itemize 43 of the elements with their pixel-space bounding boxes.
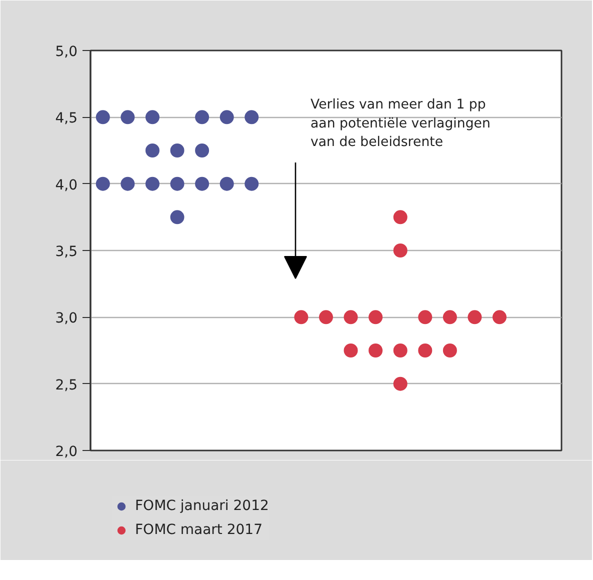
y-tick-label: 2,5	[55, 377, 78, 394]
point	[442, 310, 457, 324]
y-tick-label: 4,5	[55, 110, 78, 127]
y-tick-label: 4,0	[55, 177, 78, 194]
point	[145, 176, 160, 191]
point	[344, 310, 358, 324]
point	[393, 376, 408, 391]
point	[96, 176, 110, 191]
point	[294, 310, 308, 324]
y-tick-label: 3,0	[55, 310, 78, 327]
point	[468, 310, 482, 324]
point	[418, 310, 432, 324]
point	[145, 144, 160, 158]
y-tick-label: 2,0	[55, 444, 78, 460]
point	[344, 344, 358, 358]
point	[319, 310, 333, 324]
point	[145, 110, 160, 124]
annotation: Verlies van meer dan 1 pp aan potentiële verlagingen van de beleidsrente	[310, 98, 490, 150]
point	[195, 110, 210, 124]
y-tick-label: 3,5	[55, 244, 78, 260]
point	[393, 344, 408, 358]
point	[418, 344, 432, 358]
point	[492, 310, 507, 324]
point	[368, 310, 383, 324]
point	[244, 176, 259, 191]
point	[368, 344, 383, 358]
point	[220, 110, 234, 124]
point	[96, 110, 110, 124]
point	[393, 244, 408, 258]
point	[195, 176, 210, 191]
point	[170, 144, 184, 158]
legend-label: FOMC maart 2017	[135, 522, 262, 538]
y-tick-label: 5,0	[55, 44, 78, 60]
point	[120, 110, 135, 124]
point	[244, 110, 259, 124]
point	[170, 210, 184, 224]
point	[170, 176, 184, 191]
point	[220, 176, 234, 191]
point	[393, 210, 408, 224]
point	[442, 344, 457, 358]
point	[195, 144, 210, 158]
point	[120, 176, 135, 191]
legend-label: FOMC januari 2012	[135, 498, 269, 514]
